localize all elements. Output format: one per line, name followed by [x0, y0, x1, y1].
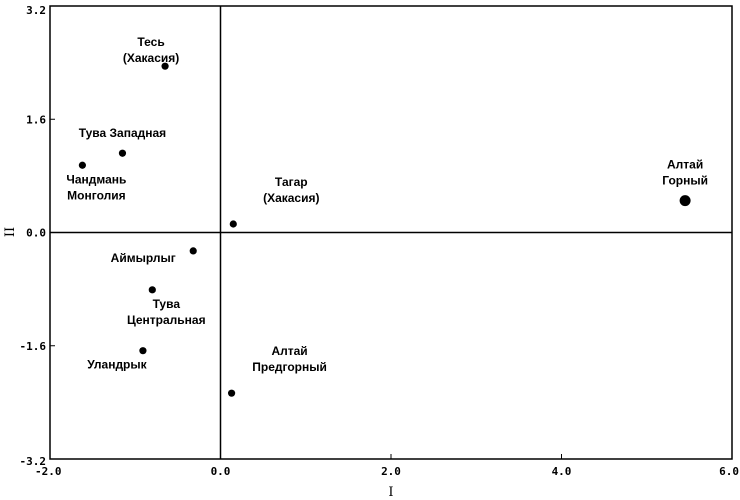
- data-point: [148, 286, 156, 294]
- x-axis-ticks: -2.0 0.0 2.0 4.0 6.0: [35, 454, 739, 478]
- point-label: Чандмань Монголия: [66, 172, 126, 202]
- point-label-line: Центральная: [127, 313, 206, 327]
- point-label-line: Тагар: [275, 175, 308, 189]
- x-tick-label: -2.0: [35, 465, 62, 478]
- data-point: [229, 220, 237, 228]
- point-label: Уландрык: [87, 358, 147, 372]
- data-point: [139, 347, 147, 355]
- point-label-line: (Хакасия): [123, 51, 179, 65]
- point-label-line: Чандмань: [66, 172, 126, 186]
- x-tick-label: 4.0: [552, 465, 572, 478]
- data-point: [161, 62, 169, 70]
- data-points: Тесь (Хакасия) Тува Западная Чандмань Монгол…: [66, 35, 708, 397]
- point-label: Тува Западная: [79, 126, 166, 140]
- point-label: Тагар (Хакасия): [263, 175, 319, 205]
- zero-lines: [50, 6, 732, 459]
- point-label-line: Горный: [662, 174, 708, 188]
- data-point: [679, 195, 691, 207]
- x-tick-label: 0.0: [211, 465, 231, 478]
- point-label: Тесь (Хакасия): [123, 35, 179, 65]
- x-axis-title: I: [388, 485, 393, 500]
- point-label-line: Монголия: [67, 188, 125, 202]
- data-point: [227, 389, 236, 397]
- data-point: [189, 247, 197, 255]
- point-label: Тува Центральная: [127, 297, 206, 327]
- point-label-line: Алтай: [667, 158, 703, 172]
- x-tick-label: 6.0: [719, 465, 739, 478]
- y-tick-label: 3.2: [26, 4, 46, 17]
- y-tick-label: 1.6: [26, 113, 46, 126]
- point-label: Алтай Предгорный: [252, 344, 327, 374]
- point-label-line: Уландрык: [87, 358, 147, 372]
- y-axis-ticks: 3.2 1.6 0.0 -1.6 -3.2: [20, 4, 55, 468]
- point-label-line: Тува: [153, 297, 181, 311]
- data-point: [118, 149, 127, 157]
- point-label-line: Аймырлыг: [111, 251, 176, 265]
- point-label: Алтай Горный: [662, 158, 708, 188]
- y-tick-label: -1.6: [20, 340, 47, 353]
- y-axis-title: II: [3, 227, 18, 237]
- data-point: [78, 161, 86, 169]
- point-label-line: Предгорный: [252, 360, 327, 374]
- point-label-line: Тесь: [137, 35, 164, 49]
- point-label-line: Тува Западная: [79, 126, 166, 140]
- y-tick-label: 0.0: [26, 227, 46, 240]
- point-label-line: Алтай: [271, 344, 307, 358]
- x-tick-label: 2.0: [381, 465, 401, 478]
- point-label: Аймырлыг: [111, 251, 176, 265]
- y-tick-label: -3.2: [20, 455, 47, 468]
- point-label-line: (Хакасия): [263, 191, 319, 205]
